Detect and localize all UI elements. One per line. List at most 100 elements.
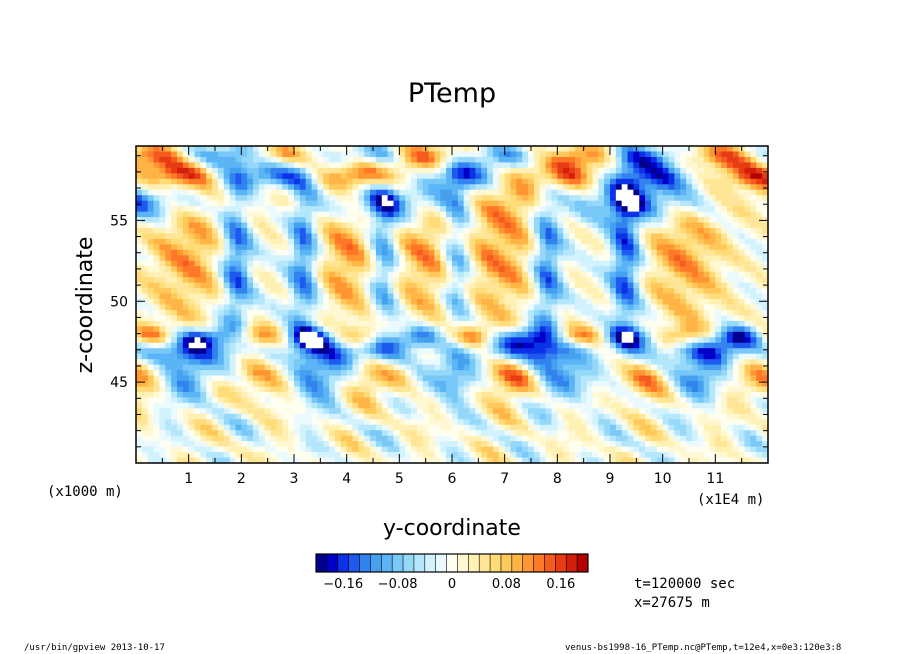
- heatmap-cell: [217, 304, 225, 311]
- heatmap-cell: [610, 375, 617, 382]
- heatmap-cell: [504, 359, 512, 366]
- heatmap-cell: [288, 217, 295, 224]
- heatmap-cell: [405, 156, 412, 163]
- heatmap-cell: [463, 293, 471, 300]
- heatmap-cell: [253, 299, 260, 306]
- heatmap-cell: [323, 277, 330, 284]
- heatmap-cell: [370, 299, 377, 306]
- heatmap-cell: [452, 326, 459, 333]
- heatmap-cell: [212, 255, 219, 262]
- heatmap-cell: [147, 457, 155, 463]
- heatmap-cell: [452, 146, 459, 153]
- heatmap-cell: [282, 457, 289, 463]
- heatmap-cell: [370, 195, 377, 202]
- heatmap-cell: [604, 446, 611, 453]
- heatmap-cell: [340, 381, 348, 388]
- heatmap-cell: [212, 326, 219, 333]
- heatmap-cell: [627, 146, 635, 153]
- heatmap-cell: [492, 238, 500, 245]
- heatmap-cell: [165, 189, 172, 196]
- heatmap-cell: [165, 146, 172, 153]
- heatmap-cell: [539, 402, 547, 409]
- heatmap-cell: [610, 249, 617, 256]
- heatmap-cell: [481, 446, 488, 453]
- heatmap-cell: [516, 424, 523, 431]
- heatmap-cell: [258, 293, 266, 300]
- heatmap-cell: [539, 282, 547, 289]
- heatmap-cell: [481, 200, 488, 207]
- heatmap-cell: [182, 381, 190, 388]
- heatmap-cell: [627, 167, 635, 174]
- heatmap-cell: [136, 370, 143, 377]
- heatmap-cell: [545, 233, 553, 240]
- heatmap-cell: [580, 370, 588, 377]
- heatmap-cell: [434, 195, 441, 202]
- heatmap-cell: [563, 184, 570, 191]
- heatmap-cell: [416, 162, 424, 169]
- heatmap-cell: [153, 435, 161, 442]
- heatmap-cell: [235, 244, 242, 251]
- heatmap-cell: [288, 178, 295, 185]
- heatmap-cell: [346, 397, 354, 404]
- heatmap-cell: [235, 146, 242, 153]
- heatmap-cell: [258, 348, 266, 355]
- heatmap-cell: [159, 282, 166, 289]
- heatmap-cell: [411, 370, 418, 377]
- heatmap-cell: [264, 282, 272, 289]
- heatmap-cell: [299, 244, 307, 251]
- heatmap-cell: [165, 211, 172, 218]
- heatmap-cell: [340, 364, 348, 371]
- heatmap-cell: [387, 435, 395, 442]
- heatmap-cell: [510, 326, 517, 333]
- heatmap-cell: [282, 162, 289, 169]
- heatmap-cell: [358, 446, 365, 453]
- heatmap-cell: [393, 391, 400, 399]
- heatmap-cell: [346, 288, 354, 295]
- heatmap-cell: [551, 364, 558, 371]
- heatmap-cell: [510, 381, 517, 388]
- heatmap-cell: [428, 342, 436, 349]
- heatmap-cell: [311, 375, 319, 382]
- heatmap-cell: [282, 167, 289, 174]
- heatmap-cell: [469, 391, 477, 399]
- heatmap-cell: [411, 217, 418, 224]
- heatmap-cell: [358, 184, 365, 191]
- heatmap-cell: [247, 446, 254, 453]
- heatmap-cell: [557, 255, 564, 262]
- heatmap-cell: [416, 151, 424, 158]
- heatmap-cell: [182, 288, 190, 295]
- heatmap-cell: [141, 413, 149, 420]
- heatmap-cell: [411, 391, 418, 399]
- heatmap-cell: [393, 359, 400, 366]
- heatmap-cell: [393, 315, 400, 322]
- heatmap-cell: [241, 402, 248, 409]
- heatmap-cell: [539, 337, 547, 344]
- heatmap-cell: [569, 402, 576, 409]
- heatmap-cell: [358, 375, 365, 382]
- heatmap-cell: [217, 271, 225, 278]
- heatmap-cell: [422, 260, 430, 267]
- heatmap-cell: [305, 162, 313, 169]
- heatmap-cell: [528, 156, 535, 163]
- heatmap-cell: [574, 266, 582, 273]
- heatmap-cell: [586, 233, 594, 240]
- heatmap-cell: [604, 320, 611, 327]
- heatmap-cell: [200, 271, 207, 278]
- heatmap-cell: [176, 217, 184, 224]
- heatmap-cell: [305, 156, 313, 163]
- heatmap-cell: [358, 299, 365, 306]
- heatmap-cell: [610, 255, 617, 262]
- heatmap-cell: [475, 238, 482, 245]
- heatmap-cell: [171, 271, 178, 278]
- heatmap-cell: [481, 244, 488, 251]
- heatmap-cell: [399, 457, 406, 463]
- heatmap-cell: [305, 337, 313, 344]
- heatmap-cell: [194, 430, 201, 437]
- heatmap-cell: [381, 435, 389, 442]
- heatmap-cell: [241, 288, 248, 295]
- heatmap-cell: [147, 315, 155, 322]
- heatmap-cell: [440, 402, 447, 409]
- heatmap-cell: [446, 320, 453, 327]
- heatmap-cell: [621, 441, 629, 448]
- heatmap-cell: [171, 146, 178, 153]
